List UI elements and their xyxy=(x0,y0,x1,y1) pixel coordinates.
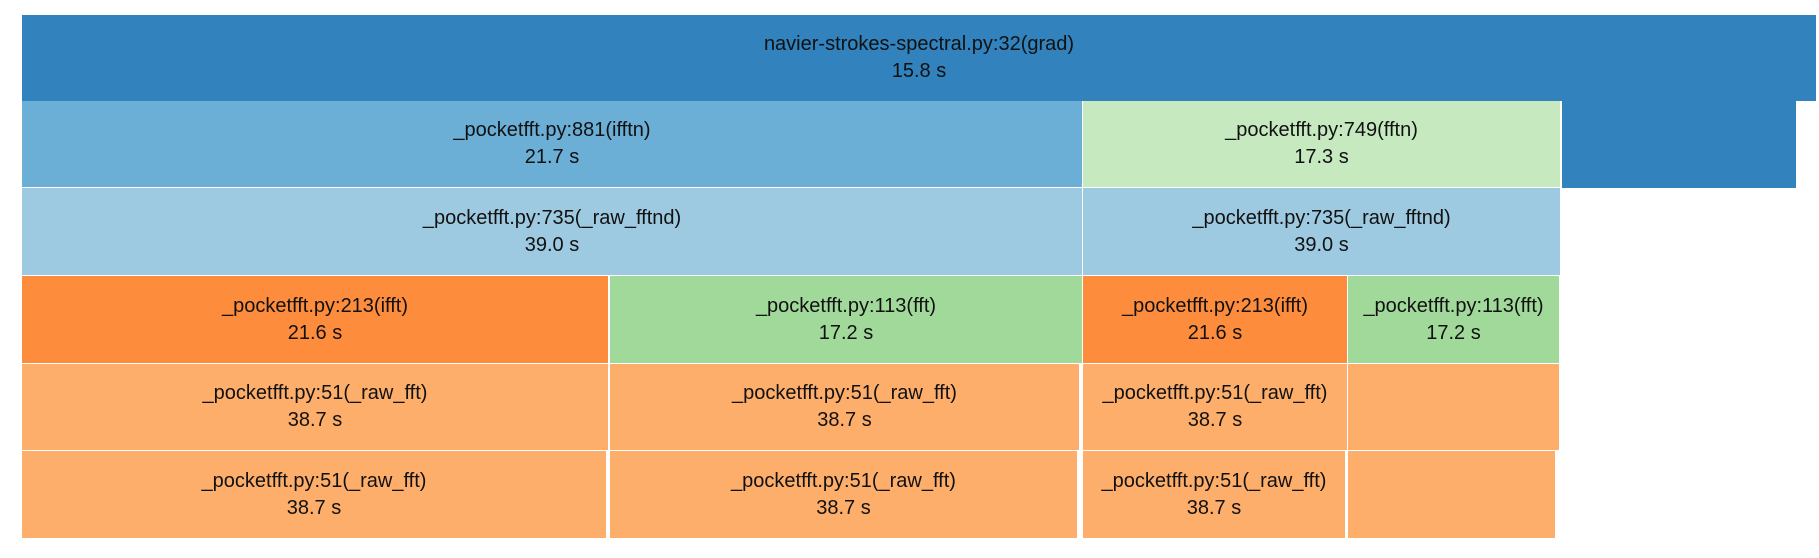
icicle-node[interactable]: _pocketfft.py:51(_raw_fft) 38.7 s xyxy=(610,451,1077,538)
node-value: 17.3 s xyxy=(1294,146,1349,168)
node-label: _pocketfft.py:51(_raw_fft) xyxy=(731,469,956,492)
node-label: _pocketfft.py:735(_raw_fftnd) xyxy=(422,206,682,229)
icicle-node[interactable]: _pocketfft.py:213(ifft) 21.6 s xyxy=(22,276,608,363)
icicle-node[interactable]: _pocketfft.py:51(_raw_fft) 38.7 s xyxy=(1083,451,1345,538)
icicle-node[interactable] xyxy=(1562,101,1796,188)
node-label: _pocketfft.py:881(ifftn) xyxy=(453,119,651,141)
icicle-node[interactable]: _pocketfft.py:51(_raw_fft) 38.7 s xyxy=(22,364,608,450)
node-value: 15.8 s xyxy=(891,60,947,82)
node-label: navier-strokes-spectral.py:32(grad) xyxy=(763,33,1075,55)
node-label: _pocketfft.py:213(ifft) xyxy=(1121,294,1309,317)
node-value: 38.7 s xyxy=(1186,496,1242,519)
node-label: _pocketfft.py:213(ifft) xyxy=(221,294,409,317)
node-value: 21.6 s xyxy=(287,321,343,344)
node-value: 21.7 s xyxy=(524,146,580,168)
node-label: _pocketfft.py:749(fftn) xyxy=(1225,119,1418,141)
icicle-node[interactable] xyxy=(1348,451,1555,538)
node-value: 38.7 s xyxy=(286,496,342,519)
icicle-node[interactable]: _pocketfft.py:113(fft) 17.2 s xyxy=(1348,276,1559,363)
icicle-node[interactable]: _pocketfft.py:735(_raw_fftnd) 39.0 s xyxy=(22,188,1082,275)
node-value: 17.2 s xyxy=(818,321,874,344)
node-value: 38.7 s xyxy=(817,409,872,431)
node-value: 38.7 s xyxy=(816,496,871,519)
node-label: _pocketfft.py:51(_raw_fft) xyxy=(202,382,428,404)
node-label: _pocketfft.py:51(_raw_fft) xyxy=(201,469,427,492)
icicle-node[interactable]: _pocketfft.py:881(ifftn) 21.7 s xyxy=(22,101,1082,187)
node-value: 39.0 s xyxy=(524,233,580,256)
icicle-node[interactable] xyxy=(1348,364,1559,450)
node-value: 38.7 s xyxy=(287,409,343,431)
icicle-node[interactable]: _pocketfft.py:213(ifft) 21.6 s xyxy=(1083,276,1347,363)
node-value: 39.0 s xyxy=(1294,233,1349,256)
node-value: 21.6 s xyxy=(1187,321,1243,344)
node-value: 17.2 s xyxy=(1426,321,1481,344)
node-label: _pocketfft.py:51(_raw_fft) xyxy=(732,382,957,404)
icicle-node[interactable]: _pocketfft.py:51(_raw_fft) 38.7 s xyxy=(610,364,1079,450)
node-label: _pocketfft.py:51(_raw_fft) xyxy=(1101,469,1327,492)
icicle-node[interactable]: navier-strokes-spectral.py:32(grad) 15.8 … xyxy=(22,15,1816,101)
node-label: _pocketfft.py:113(fft) xyxy=(1363,294,1544,317)
icicle-node[interactable]: _pocketfft.py:735(_raw_fftnd) 39.0 s xyxy=(1083,188,1560,275)
node-label: _pocketfft.py:735(_raw_fftnd) xyxy=(1192,206,1451,229)
node-value: 38.7 s xyxy=(1187,409,1243,431)
icicle-node[interactable]: _pocketfft.py:113(fft) 17.2 s xyxy=(610,276,1082,363)
icicle-node[interactable]: _pocketfft.py:51(_raw_fft) 38.7 s xyxy=(22,451,606,538)
node-label: _pocketfft.py:51(_raw_fft) xyxy=(1102,382,1328,404)
icicle-node[interactable]: _pocketfft.py:51(_raw_fft) 38.7 s xyxy=(1083,364,1347,450)
node-label: _pocketfft.py:113(fft) xyxy=(755,294,937,317)
icicle-node[interactable]: _pocketfft.py:749(fftn) 17.3 s xyxy=(1083,101,1560,187)
